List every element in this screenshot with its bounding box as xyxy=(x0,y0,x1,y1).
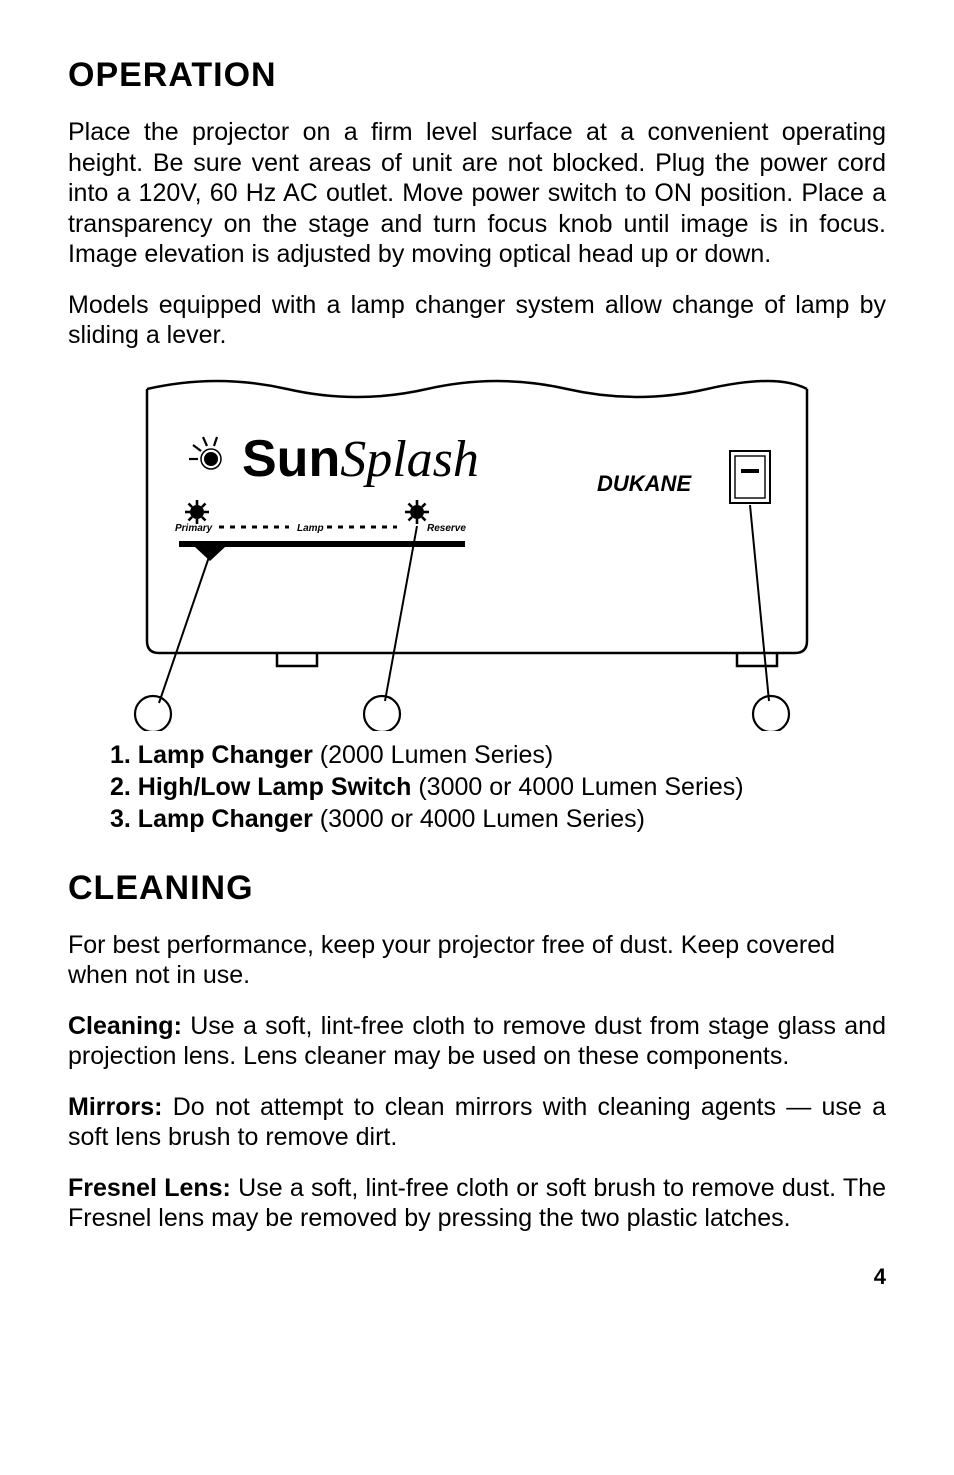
legend-num: 3. xyxy=(110,805,138,833)
page-number: 4 xyxy=(68,1264,886,1290)
legend-num: 1. xyxy=(110,741,138,769)
projector-diagram: SunSplash DUKANE xyxy=(127,371,827,731)
svg-text:SunSplash: SunSplash xyxy=(242,430,479,488)
para-rest: Do not attempt to clean mirrors with cle… xyxy=(68,1093,886,1152)
gear-icon xyxy=(185,500,209,524)
label-lamp: Lamp xyxy=(297,523,324,534)
figure-legend: 1. Lamp Changer (2000 Lumen Series) 2. H… xyxy=(110,739,886,835)
legend-bold: Lamp Changer xyxy=(138,805,313,833)
legend-item-1: 1. Lamp Changer (2000 Lumen Series) xyxy=(110,739,886,771)
operation-para-1: Place the projector on a firm level surf… xyxy=(68,117,886,270)
page-content: OPERATION Place the projector on a firm … xyxy=(0,0,954,1330)
cleaning-heading: CLEANING xyxy=(68,869,886,908)
legend-num: 2. xyxy=(110,773,138,801)
legend-item-2: 2. High/Low Lamp Switch (3000 or 4000 Lu… xyxy=(110,771,886,803)
cleaning-para-3: Mirrors: Do not attempt to clean mirrors… xyxy=(68,1092,886,1153)
label-primary: Primary xyxy=(175,523,213,534)
brand-splash: Splash xyxy=(340,431,479,488)
para-rest: Use a soft, lint-free cloth to remove du… xyxy=(68,1012,886,1071)
brand-sun: Sun xyxy=(242,430,340,488)
legend-bold: Lamp Changer xyxy=(138,741,313,769)
cleaning-para-1: For best performance, keep your projecto… xyxy=(68,930,886,991)
para-bold: Cleaning: xyxy=(68,1012,182,1040)
legend-bold: High/Low Lamp Switch xyxy=(138,773,412,801)
legend-rest: (3000 or 4000 Lumen Series) xyxy=(313,805,645,833)
cleaning-para-4: Fresnel Lens: Use a soft, lint-free clot… xyxy=(68,1173,886,1234)
operation-heading: OPERATION xyxy=(68,56,886,95)
brand-dukane: DUKANE xyxy=(597,471,692,496)
legend-item-3: 3. Lamp Changer (3000 or 4000 Lumen Seri… xyxy=(110,803,886,835)
operation-para-2: Models equipped with a lamp changer syst… xyxy=(68,290,886,351)
legend-rest: (3000 or 4000 Lumen Series) xyxy=(411,773,743,801)
cleaning-para-2: Cleaning: Use a soft, lint-free cloth to… xyxy=(68,1011,886,1072)
para-bold: Mirrors: xyxy=(68,1093,162,1121)
gear-icon xyxy=(405,500,429,524)
legend-rest: (2000 Lumen Series) xyxy=(313,741,553,769)
para-bold: Fresnel Lens: xyxy=(68,1174,231,1202)
label-reserve: Reserve xyxy=(427,523,466,534)
